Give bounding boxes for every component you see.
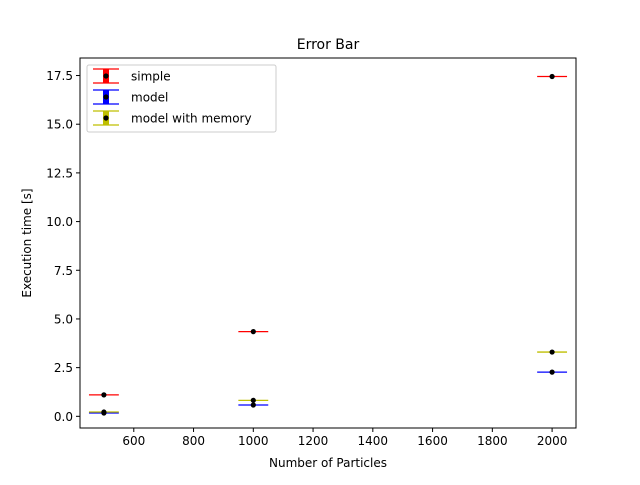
data-point-model bbox=[250, 402, 256, 408]
legend-handle-marker-model bbox=[103, 94, 109, 100]
x-tick-label: 1200 bbox=[298, 434, 329, 448]
plot-frame bbox=[79, 57, 577, 429]
y-tick-label: 12.5 bbox=[46, 166, 73, 180]
x-tick-label: 1600 bbox=[417, 434, 448, 448]
data-point-model-with-memory bbox=[549, 349, 555, 355]
axis-ticks: 600 800 1000 1200 1400 1600 1800 2000 0.0 2.5 5.0 7… bbox=[46, 69, 567, 448]
x-tick-label: 2000 bbox=[537, 434, 568, 448]
y-tick-label: 10.0 bbox=[46, 215, 73, 229]
legend-box bbox=[86, 64, 277, 133]
y-tick-label: 5.0 bbox=[54, 312, 73, 326]
data-point-model-with-memory bbox=[250, 397, 256, 403]
legend-handle-marker-model-with-memory bbox=[103, 115, 109, 121]
y-tick-label: 7.5 bbox=[54, 264, 73, 278]
data-point-model-with-memory bbox=[101, 409, 107, 415]
legend-handle-marker-simple bbox=[103, 73, 109, 79]
y-tick-label: 17.5 bbox=[46, 69, 73, 83]
data-point-model bbox=[549, 369, 555, 375]
x-tick-label: 600 bbox=[122, 434, 145, 448]
data-point-simple bbox=[549, 73, 555, 80]
chart-title: Error Bar bbox=[297, 37, 360, 53]
x-tick-label: 1800 bbox=[477, 434, 508, 448]
legend-label-simple: simple bbox=[131, 70, 171, 84]
x-axis-label: Number of Particles bbox=[269, 456, 387, 470]
y-tick-label: 0.0 bbox=[54, 410, 73, 424]
legend: simple model model with memory bbox=[86, 64, 277, 133]
x-tick-label: 1000 bbox=[238, 434, 269, 448]
x-tick-label: 800 bbox=[182, 434, 205, 448]
y-tick-label: 2.5 bbox=[54, 361, 73, 375]
data-point-simple bbox=[250, 329, 256, 335]
y-tick-label: 15.0 bbox=[46, 118, 73, 132]
y-axis-label: Execution time [s] bbox=[20, 188, 34, 297]
x-tick-label: 1400 bbox=[358, 434, 389, 448]
legend-label-model-with-memory: model with memory bbox=[131, 112, 252, 126]
data-point-simple bbox=[101, 392, 107, 398]
legend-label-model: model bbox=[131, 91, 168, 105]
data-marks bbox=[88, 73, 568, 416]
